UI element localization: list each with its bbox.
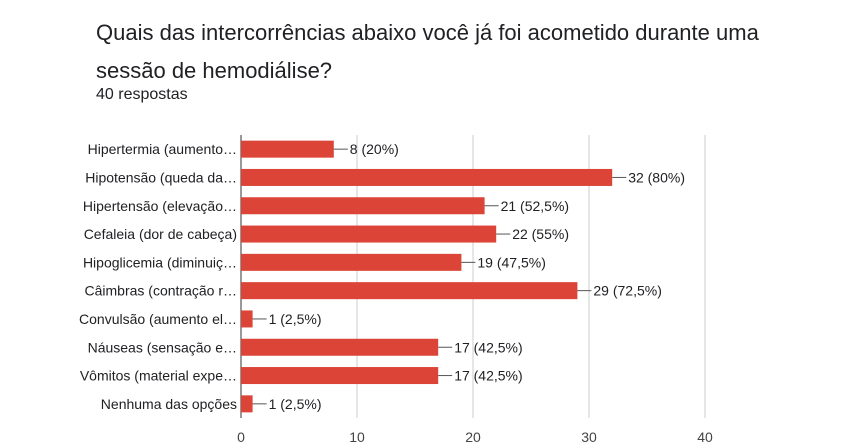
bar <box>241 168 613 186</box>
category-label: Convulsão (aumento el… <box>79 311 237 327</box>
data-label: 32 (80%) <box>628 169 685 185</box>
bar <box>241 253 462 271</box>
data-label: 17 (42,5%) <box>454 368 522 384</box>
x-tick-label: 40 <box>697 429 713 445</box>
bar <box>241 197 485 215</box>
category-label: Nenhuma das opções <box>101 396 237 412</box>
x-tick-label: 0 <box>237 429 245 445</box>
data-label: 1 (2,5%) <box>269 396 322 412</box>
data-label: 21 (52,5%) <box>501 198 569 214</box>
category-label: Hipertermia (aumento… <box>88 141 237 157</box>
data-label: 29 (72,5%) <box>593 283 661 299</box>
x-tick-label: 10 <box>349 429 365 445</box>
category-label: Câimbras (contração r… <box>85 283 238 299</box>
response-count: 40 respostas <box>96 86 188 103</box>
category-label: Cefaleia (dor de cabeça) <box>84 226 237 242</box>
bar <box>241 310 253 328</box>
bar <box>241 225 497 243</box>
x-tick-label: 20 <box>465 429 481 445</box>
bar <box>241 282 578 300</box>
x-tick-label: 30 <box>581 429 597 445</box>
bar <box>241 338 439 356</box>
chart-title: Quais das intercorrências abaixo você já… <box>96 20 759 83</box>
data-label: 8 (20%) <box>350 141 399 157</box>
category-label: Hipoglicemia (diminuiç… <box>83 254 237 270</box>
bar <box>241 367 439 385</box>
bar <box>241 395 253 413</box>
data-label: 22 (55%) <box>512 226 569 242</box>
bar <box>241 140 334 158</box>
category-label: Náuseas (sensação e… <box>88 339 237 355</box>
data-label: 17 (42,5%) <box>454 339 522 355</box>
category-label: Vômitos (material expe… <box>80 368 237 384</box>
data-label: 19 (47,5%) <box>477 254 545 270</box>
data-label: 1 (2,5%) <box>269 311 322 327</box>
category-label: Hipertensão (elevação… <box>83 198 237 214</box>
category-label: Hipotensão (queda da… <box>85 169 237 185</box>
